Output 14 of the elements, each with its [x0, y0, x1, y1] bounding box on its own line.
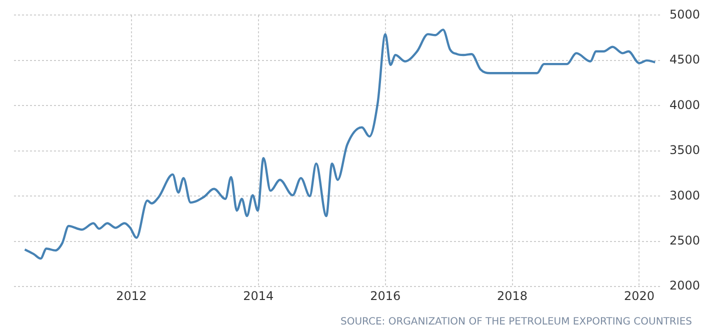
- x-tick-label: 2016: [370, 288, 401, 303]
- y-tick-label: 4000: [669, 98, 700, 112]
- y-tick-label: 4500: [669, 52, 700, 67]
- y-tick-label: 2000: [669, 278, 700, 293]
- line-series: [24, 28, 656, 260]
- x-tick-label: 2020: [624, 288, 655, 303]
- y-tick-label: 3000: [669, 188, 700, 202]
- y-tick-label: 2500: [669, 233, 700, 248]
- y-tick-label: 3500: [669, 143, 700, 158]
- x-tick-label: 2018: [497, 288, 528, 303]
- y-tick-label: 5000: [669, 7, 700, 22]
- source-note: SOURCE: ORGANIZATION OF THE PETROLEUM EXPORTING COUNTRIES: [340, 316, 692, 328]
- x-tick-label: 2014: [243, 288, 274, 303]
- x-tick-label: 2012: [116, 288, 147, 303]
